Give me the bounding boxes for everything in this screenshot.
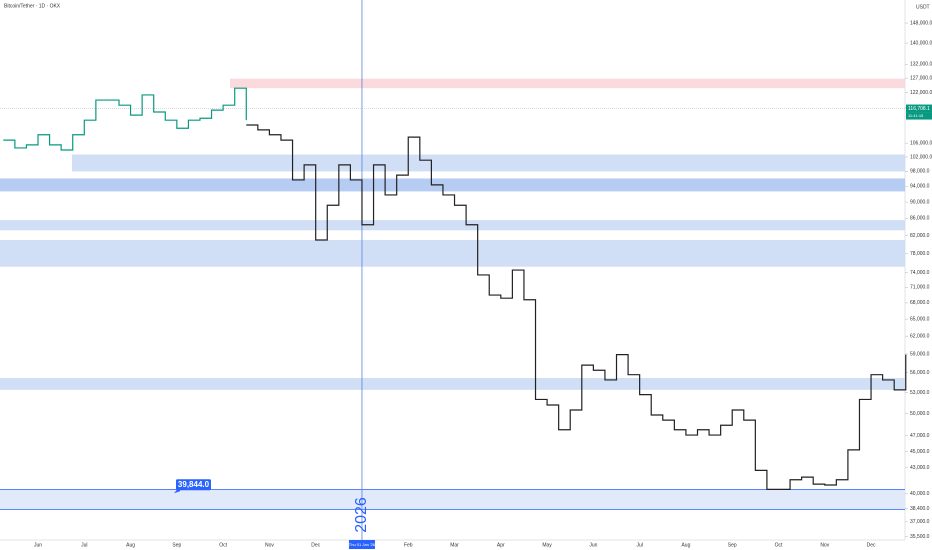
- crosshair-date-bg: [348, 540, 375, 549]
- y-tick-label: 43,000.0: [910, 465, 930, 471]
- zone: [0, 178, 905, 192]
- symbol-title: Bitcoin/Tether · 1D · OKX: [4, 3, 61, 9]
- price-line: [246, 124, 907, 490]
- y-tick-label: 86,000.0: [910, 216, 930, 222]
- y-tick-label: 56,000.0: [910, 370, 930, 376]
- zone: [0, 489, 905, 510]
- x-tick-label: Aug: [681, 542, 690, 548]
- price-line: [3, 87, 247, 151]
- zone: [0, 220, 905, 231]
- x-tick-label: Dec: [867, 542, 876, 548]
- x-tick-label: Oct: [219, 542, 227, 548]
- zone: [0, 377, 905, 390]
- y-tick-label: 74,000.0: [910, 270, 930, 276]
- x-tick-label: Jul: [636, 542, 642, 548]
- marker-tag: [176, 479, 211, 491]
- y-tick-label: 140,000.0: [910, 40, 932, 46]
- x-tick-label: May: [542, 542, 552, 548]
- y-tick-label: 127,000.0: [910, 75, 932, 81]
- x-tick-label: Nov: [820, 542, 829, 548]
- x-tick-label: Nov: [265, 542, 274, 548]
- year-label: 2026: [353, 497, 370, 533]
- y-tick-label: 40,000.0: [910, 491, 930, 497]
- y-tick-label: 59,000.0: [910, 351, 930, 357]
- y-tick-label: 98,000.0: [910, 169, 930, 175]
- y-tick-label: 37,000.0: [910, 519, 930, 525]
- x-tick-label: Sep: [172, 542, 181, 548]
- y-tick-label: 102,000.0: [910, 154, 932, 160]
- zone: [230, 78, 905, 89]
- currency: USDT: [916, 4, 930, 10]
- x-tick-label: Oct: [775, 542, 783, 548]
- marker-label: 39,844.0: [178, 480, 210, 489]
- x-tick-label: Apr: [497, 542, 505, 548]
- y-tick-label: 35,500.0: [910, 534, 930, 540]
- y-tick-label: 94,000.0: [910, 184, 930, 190]
- zone: [0, 239, 905, 267]
- last-price-label: 116,708.1: [908, 106, 930, 112]
- y-tick-label: 62,000.0: [910, 333, 930, 339]
- y-tick-label: 71,000.0: [910, 285, 930, 291]
- countdown-label: 11:41:15: [908, 113, 924, 118]
- x-tick-label: Dec: [311, 542, 320, 548]
- y-tick-label: 122,000.0: [910, 90, 932, 96]
- y-tick-label: 148,000.0: [910, 20, 932, 26]
- x-tick-label: Aug: [126, 542, 135, 548]
- y-tick-label: 65,000.0: [910, 316, 930, 322]
- x-tick-label: Sep: [728, 542, 737, 548]
- x-tick-label: Mar: [450, 542, 459, 548]
- y-tick-label: 78,000.0: [910, 251, 930, 257]
- x-tick-label: Jun: [34, 542, 42, 548]
- x-tick-label: Feb: [404, 542, 413, 548]
- last-price-tag: [906, 104, 932, 113]
- y-tick-label: 106,000.0: [910, 141, 932, 147]
- x-tick-label: Jul: [81, 542, 87, 548]
- y-tick-label: 132,000.0: [910, 62, 932, 68]
- zone: [72, 154, 905, 172]
- y-tick-label: 53,000.0: [910, 390, 930, 396]
- y-tick-label: 90,000.0: [910, 199, 930, 205]
- y-tick-label: 68,000.0: [910, 300, 930, 306]
- y-tick-label: 45,000.0: [910, 449, 930, 455]
- countdown-tag: [906, 112, 932, 120]
- y-tick-label: 47,000.0: [910, 433, 930, 439]
- x-tick-label: Thu 01 Jan '26: [349, 542, 376, 547]
- y-tick-label: 38,400.0: [910, 506, 930, 512]
- y-tick-label: 82,000.0: [910, 233, 930, 239]
- x-tick-label: Jun: [589, 542, 597, 548]
- y-tick-label: 50,000.0: [910, 411, 930, 417]
